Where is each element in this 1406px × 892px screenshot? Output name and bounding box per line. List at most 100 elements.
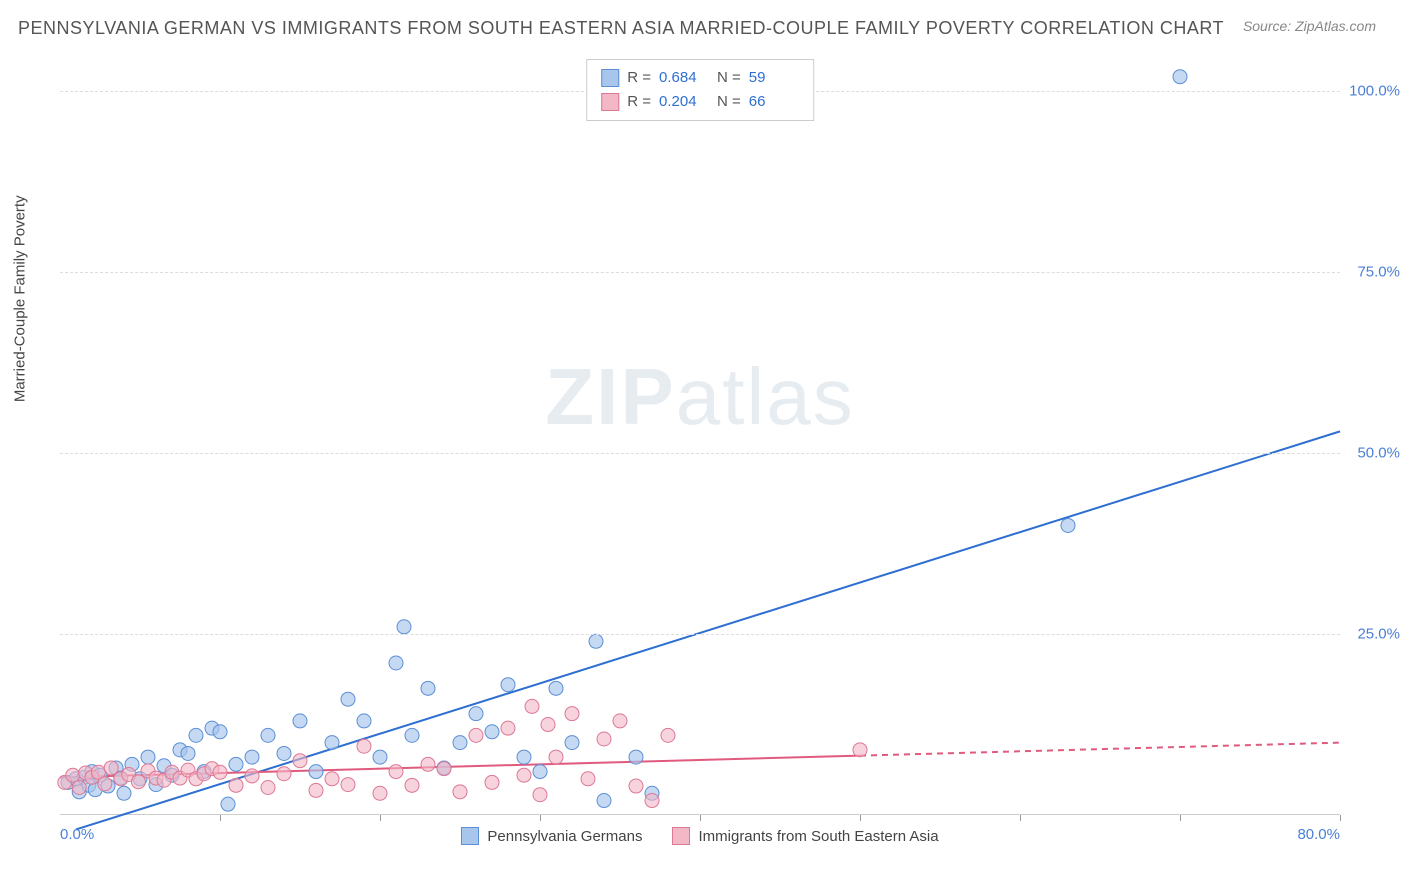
data-point	[597, 732, 611, 746]
swatch-icon	[461, 827, 479, 845]
data-point	[645, 794, 659, 808]
data-point	[213, 765, 227, 779]
data-point	[1061, 518, 1075, 532]
xtick	[220, 815, 221, 821]
data-point	[293, 714, 307, 728]
xtick	[1020, 815, 1021, 821]
legend-item-series-1: Immigrants from South Eastern Asia	[672, 827, 938, 845]
xtick	[540, 815, 541, 821]
data-point	[221, 797, 235, 811]
data-point	[373, 750, 387, 764]
gridline	[60, 634, 1340, 635]
ytick-label: 50.0%	[1357, 445, 1400, 462]
data-point	[261, 780, 275, 794]
correlation-legend: R = 0.684 N = 59 R = 0.204 N = 66	[586, 59, 814, 121]
data-point	[325, 736, 339, 750]
data-point	[469, 728, 483, 742]
data-point	[549, 750, 563, 764]
data-point	[517, 750, 531, 764]
n-label: N =	[717, 90, 741, 114]
n-label: N =	[717, 66, 741, 90]
data-point	[501, 678, 515, 692]
data-point	[277, 767, 291, 781]
data-point	[597, 794, 611, 808]
data-point	[341, 692, 355, 706]
data-point	[213, 725, 227, 739]
r-value: 0.684	[659, 66, 709, 90]
data-point	[357, 714, 371, 728]
data-point	[485, 725, 499, 739]
data-point	[389, 656, 403, 670]
data-point	[189, 728, 203, 742]
data-point	[245, 769, 259, 783]
data-point	[229, 757, 243, 771]
data-point	[533, 788, 547, 802]
y-axis-label: Married-Couple Family Poverty	[12, 195, 29, 402]
data-point	[405, 778, 419, 792]
data-point	[525, 699, 539, 713]
data-point	[533, 765, 547, 779]
data-point	[325, 772, 339, 786]
data-point	[181, 746, 195, 760]
plot-region: 25.0%50.0%75.0%100.0%0.0%80.0%	[60, 55, 1340, 815]
data-point	[309, 783, 323, 797]
legend-row-series-1: R = 0.204 N = 66	[601, 90, 799, 114]
legend-row-series-0: R = 0.684 N = 59	[601, 66, 799, 90]
data-point	[309, 765, 323, 779]
data-point	[131, 775, 145, 789]
data-point	[613, 714, 627, 728]
data-point	[397, 620, 411, 634]
scatter-points	[60, 55, 1340, 815]
data-point	[405, 728, 419, 742]
series-legend: Pennsylvania Germans Immigrants from Sou…	[60, 827, 1340, 845]
data-point	[293, 754, 307, 768]
data-point	[1173, 70, 1187, 84]
swatch-icon	[601, 69, 619, 87]
ytick-label: 25.0%	[1357, 626, 1400, 643]
data-point	[629, 750, 643, 764]
data-point	[141, 750, 155, 764]
data-point	[357, 739, 371, 753]
data-point	[229, 778, 243, 792]
gridline	[60, 272, 1340, 273]
data-point	[485, 775, 499, 789]
data-point	[437, 762, 451, 776]
swatch-icon	[672, 827, 690, 845]
data-point	[245, 750, 259, 764]
data-point	[72, 780, 86, 794]
legend-label: Immigrants from South Eastern Asia	[698, 828, 938, 845]
data-point	[117, 786, 131, 800]
legend-label: Pennsylvania Germans	[487, 828, 642, 845]
data-point	[98, 777, 112, 791]
data-point	[66, 768, 80, 782]
data-point	[277, 746, 291, 760]
xtick	[1340, 815, 1341, 821]
data-point	[565, 707, 579, 721]
r-label: R =	[627, 66, 651, 90]
ytick-label: 100.0%	[1349, 83, 1400, 100]
data-point	[589, 634, 603, 648]
r-value: 0.204	[659, 90, 709, 114]
data-point	[104, 761, 118, 775]
data-point	[421, 681, 435, 695]
data-point	[565, 736, 579, 750]
data-point	[661, 728, 675, 742]
data-point	[541, 718, 555, 732]
r-label: R =	[627, 90, 651, 114]
data-point	[421, 757, 435, 771]
xtick	[700, 815, 701, 821]
data-point	[341, 778, 355, 792]
data-point	[581, 772, 595, 786]
ytick-label: 75.0%	[1357, 264, 1400, 281]
source-attribution: Source: ZipAtlas.com	[1243, 18, 1376, 34]
gridline	[60, 453, 1340, 454]
data-point	[453, 736, 467, 750]
data-point	[501, 721, 515, 735]
data-point	[629, 779, 643, 793]
chart-area: ZIPatlas 25.0%50.0%75.0%100.0%0.0%80.0% …	[60, 55, 1340, 815]
data-point	[517, 768, 531, 782]
data-point	[453, 785, 467, 799]
n-value: 59	[749, 66, 799, 90]
data-point	[853, 743, 867, 757]
data-point	[261, 728, 275, 742]
